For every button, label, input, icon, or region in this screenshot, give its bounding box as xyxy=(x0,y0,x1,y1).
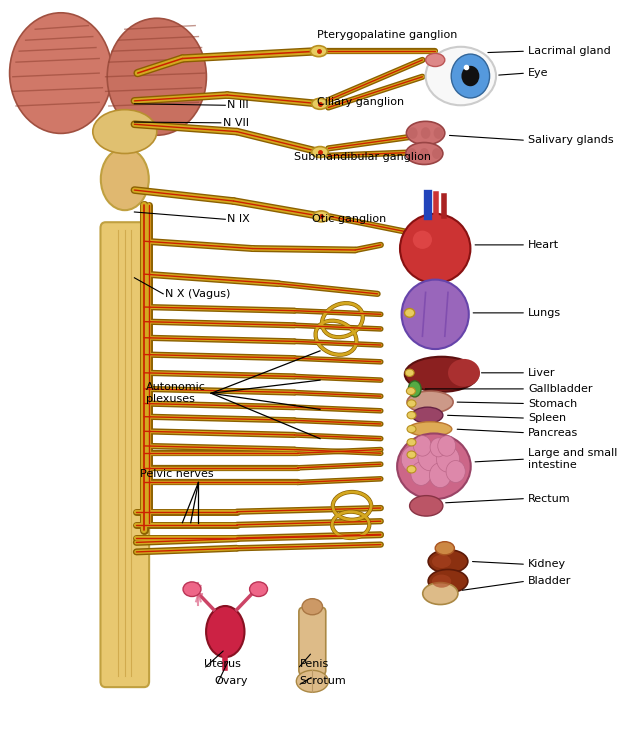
Ellipse shape xyxy=(101,148,149,211)
Ellipse shape xyxy=(432,555,451,568)
Ellipse shape xyxy=(432,575,451,588)
Text: Ovary: Ovary xyxy=(214,676,248,686)
Ellipse shape xyxy=(302,599,323,615)
Ellipse shape xyxy=(250,582,268,596)
Ellipse shape xyxy=(428,550,468,573)
Circle shape xyxy=(461,66,479,86)
Text: Lacrimal gland: Lacrimal gland xyxy=(528,46,611,56)
Text: Spleen: Spleen xyxy=(528,413,566,423)
Ellipse shape xyxy=(93,110,157,154)
Text: Pelvic nerves: Pelvic nerves xyxy=(140,469,213,479)
Text: Pterygopalatine ganglion: Pterygopalatine ganglion xyxy=(317,30,457,40)
Ellipse shape xyxy=(404,308,415,317)
Text: Gallbladder: Gallbladder xyxy=(528,384,593,394)
Text: N IX: N IX xyxy=(227,214,250,224)
Ellipse shape xyxy=(408,127,418,139)
Text: Otic ganglion: Otic ganglion xyxy=(312,214,387,224)
Ellipse shape xyxy=(406,143,443,164)
Circle shape xyxy=(446,461,465,482)
Circle shape xyxy=(451,54,490,98)
Ellipse shape xyxy=(400,213,470,283)
Text: N VII: N VII xyxy=(223,118,249,128)
Text: Penis: Penis xyxy=(300,659,329,669)
Ellipse shape xyxy=(407,400,416,407)
Ellipse shape xyxy=(408,422,452,436)
Text: Lungs: Lungs xyxy=(528,308,561,318)
Ellipse shape xyxy=(108,18,206,135)
Text: Autonomic
plexuses: Autonomic plexuses xyxy=(146,382,206,404)
Ellipse shape xyxy=(412,407,443,423)
Text: Bladder: Bladder xyxy=(528,576,572,586)
Ellipse shape xyxy=(406,121,445,145)
Ellipse shape xyxy=(407,148,417,159)
Ellipse shape xyxy=(407,412,416,419)
Text: Pancreas: Pancreas xyxy=(528,428,579,438)
Circle shape xyxy=(436,446,460,472)
Text: Ciliary ganglion: Ciliary ganglion xyxy=(317,97,404,107)
Ellipse shape xyxy=(448,359,480,387)
Ellipse shape xyxy=(410,496,443,516)
Text: N III: N III xyxy=(227,100,249,110)
Circle shape xyxy=(411,462,431,485)
Ellipse shape xyxy=(408,381,421,397)
Circle shape xyxy=(430,438,447,457)
Ellipse shape xyxy=(413,231,432,249)
FancyBboxPatch shape xyxy=(100,222,149,687)
Ellipse shape xyxy=(435,542,454,555)
Ellipse shape xyxy=(407,391,453,413)
Text: Kidney: Kidney xyxy=(528,559,566,569)
Ellipse shape xyxy=(406,387,415,395)
Text: N X (Vagus): N X (Vagus) xyxy=(165,289,230,299)
Circle shape xyxy=(401,446,424,472)
Ellipse shape xyxy=(421,127,431,139)
Ellipse shape xyxy=(397,433,471,499)
Circle shape xyxy=(413,436,431,456)
Ellipse shape xyxy=(312,99,328,109)
Ellipse shape xyxy=(310,45,327,56)
Circle shape xyxy=(418,443,442,471)
Ellipse shape xyxy=(405,369,414,376)
Ellipse shape xyxy=(402,280,469,349)
Text: Liver: Liver xyxy=(528,368,556,378)
Text: Salivary glands: Salivary glands xyxy=(528,135,614,145)
Text: Rectum: Rectum xyxy=(528,493,571,504)
Text: Uterus: Uterus xyxy=(204,659,241,669)
Ellipse shape xyxy=(426,47,496,105)
Ellipse shape xyxy=(407,425,416,433)
Text: Stomach: Stomach xyxy=(528,398,577,409)
Ellipse shape xyxy=(428,569,468,593)
Ellipse shape xyxy=(407,451,416,458)
Ellipse shape xyxy=(312,147,328,157)
Ellipse shape xyxy=(206,606,244,657)
Circle shape xyxy=(429,463,451,488)
FancyBboxPatch shape xyxy=(299,607,326,675)
Ellipse shape xyxy=(432,148,442,159)
Ellipse shape xyxy=(434,127,444,139)
Ellipse shape xyxy=(10,13,112,133)
Ellipse shape xyxy=(404,357,479,392)
Text: Scrotum: Scrotum xyxy=(300,676,346,686)
Text: Submandibular ganglion: Submandibular ganglion xyxy=(294,152,431,162)
Text: Eye: Eye xyxy=(528,68,548,78)
Ellipse shape xyxy=(426,53,445,67)
Ellipse shape xyxy=(422,583,458,605)
Ellipse shape xyxy=(407,439,416,446)
Circle shape xyxy=(438,436,456,456)
Text: Heart: Heart xyxy=(528,240,559,250)
Ellipse shape xyxy=(183,582,201,596)
Ellipse shape xyxy=(420,148,429,159)
Ellipse shape xyxy=(296,670,328,692)
Ellipse shape xyxy=(313,211,330,222)
Text: Large and small
intestine: Large and small intestine xyxy=(528,448,618,470)
Ellipse shape xyxy=(407,466,416,473)
